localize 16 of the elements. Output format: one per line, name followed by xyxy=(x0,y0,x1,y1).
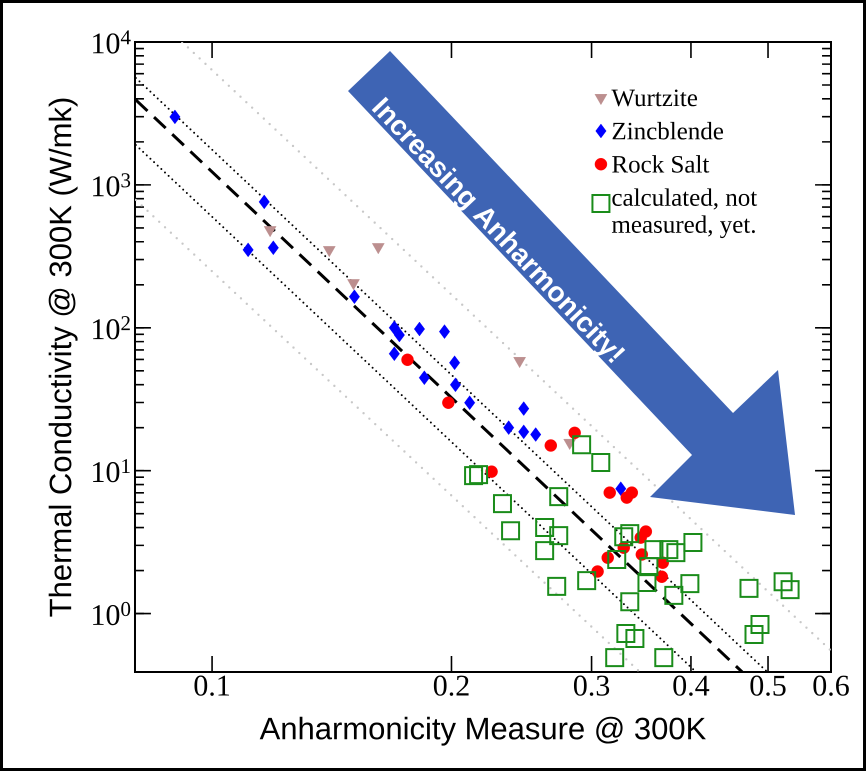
x-tick-label: 0.5 xyxy=(750,676,786,696)
y-tick-label: 10$^{3}$ xyxy=(93,173,130,197)
y-tick-label: 10$^{1}$ xyxy=(93,459,130,482)
x-tick-label: 0.4 xyxy=(673,676,710,696)
x-axis-title: Anharmonicity Measure @ 300K xyxy=(260,716,706,746)
y-tick-label: 10$^{4}$ xyxy=(93,30,131,54)
y-tick-label: 10$^{0}$ xyxy=(93,602,130,626)
x-tick-label: 0.6 xyxy=(813,676,849,696)
x-tick-label: 0.1 xyxy=(194,676,230,696)
y-axis-title: Thermal Conductivity @ 300K (W/mk) xyxy=(48,98,78,617)
x-tick-label: 0.2 xyxy=(434,676,469,696)
x-tick-label: 0.3 xyxy=(574,676,610,696)
legend-label: Wurtzite xyxy=(611,90,698,106)
y-tick-label: 10$^{2}$ xyxy=(93,316,130,340)
legend-label: Zincblende xyxy=(612,122,724,140)
legend-label: Rock Salt xyxy=(612,155,710,173)
